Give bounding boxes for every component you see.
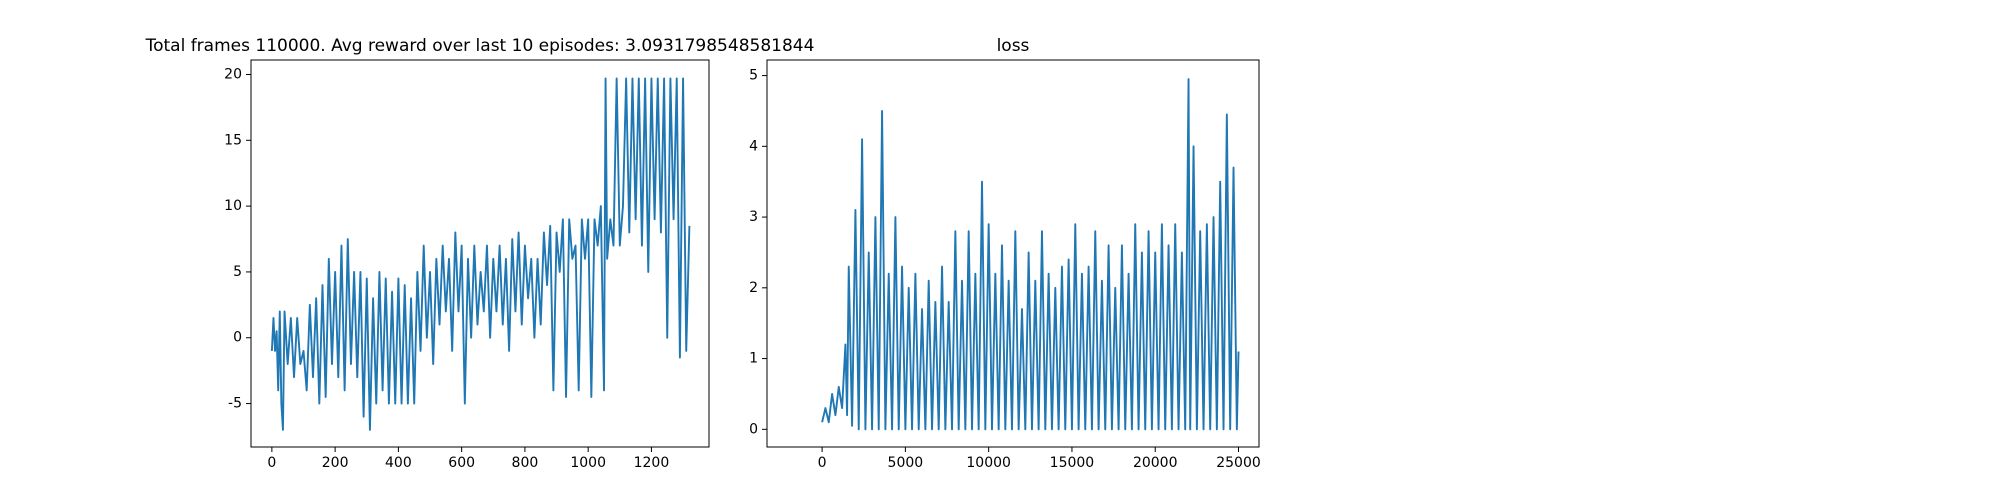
x-tick-label: 400 <box>385 455 412 471</box>
y-tick-label: 3 <box>749 209 758 225</box>
chart-title: Total frames 110000. Avg reward over las… <box>145 36 815 56</box>
y-tick-label: 1 <box>749 351 758 367</box>
y-tick-label: 2 <box>749 280 758 296</box>
chart-title: loss <box>997 36 1030 56</box>
y-tick-label: 5 <box>233 264 242 280</box>
line-series <box>270 77 691 431</box>
x-tick-label: 25000 <box>1216 455 1261 471</box>
axes-frame <box>766 59 1260 448</box>
x-tick-label: 1000 <box>570 455 606 471</box>
y-tick-label: 15 <box>224 132 242 148</box>
y-tick-label: -5 <box>228 396 242 412</box>
x-tick-label: 1200 <box>634 455 670 471</box>
y-tick-label: 0 <box>749 421 758 437</box>
x-tick-label: 200 <box>322 455 349 471</box>
x-tick-label: 20000 <box>1133 455 1178 471</box>
axes-frame <box>250 59 710 448</box>
y-tick-label: 4 <box>749 138 758 154</box>
x-tick-label: 0 <box>267 455 276 471</box>
y-tick-label: 10 <box>224 198 242 214</box>
x-tick-label: 0 <box>818 455 827 471</box>
x-tick-label: 800 <box>512 455 539 471</box>
x-tick-label: 15000 <box>1050 455 1095 471</box>
y-tick-label: 0 <box>233 330 242 346</box>
x-tick-label: 10000 <box>966 455 1011 471</box>
line-series <box>821 78 1240 431</box>
x-tick-label: 600 <box>448 455 475 471</box>
x-tick-label: 5000 <box>888 455 924 471</box>
y-tick-label: 5 <box>749 68 758 84</box>
y-tick-label: 20 <box>224 66 242 82</box>
